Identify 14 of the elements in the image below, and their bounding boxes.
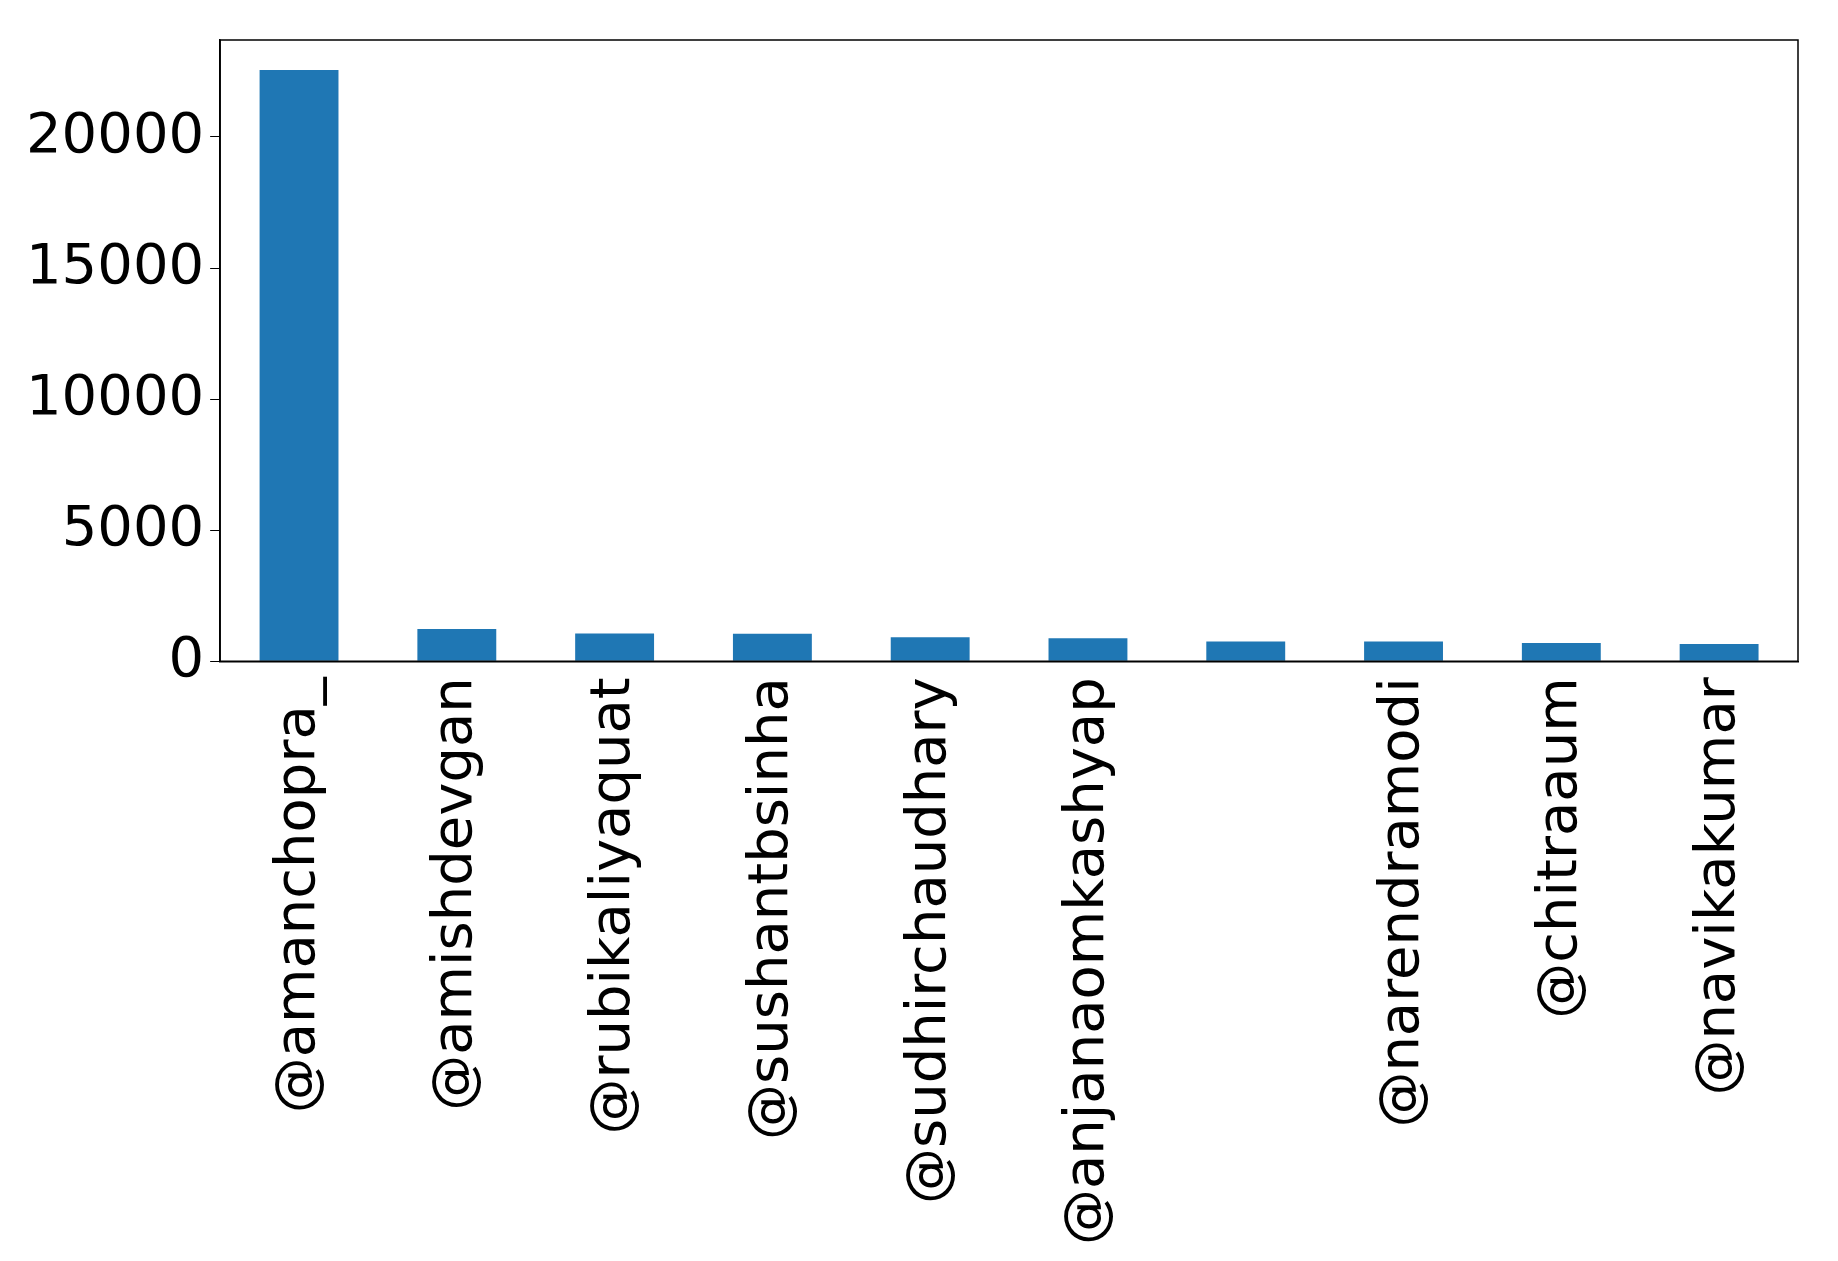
x-tick-label: @amishdevgan [419, 677, 485, 1111]
y-tick-label: 0 [168, 623, 205, 689]
y-tick-label: 5000 [61, 492, 205, 558]
x-tick-label: @narendramodi [1366, 677, 1432, 1128]
x-tick-label: @chitraaum [1523, 677, 1589, 1019]
y-tick-label: 10000 [25, 361, 205, 427]
y-tick-label: 15000 [25, 230, 205, 296]
x-tick-label: @anjanaomkashyap [1050, 677, 1116, 1246]
x-tick-label: @navikakumar [1681, 676, 1747, 1096]
x-tick-label: @sushantbsinha [734, 677, 800, 1140]
x-tick-label: @rubikaliyaquat [577, 677, 643, 1135]
x-tick-label: @sudhirchaudhary [892, 677, 958, 1204]
x-tick-label: @amanchopra_ [261, 676, 327, 1114]
y-tick-label: 20000 [25, 99, 205, 165]
